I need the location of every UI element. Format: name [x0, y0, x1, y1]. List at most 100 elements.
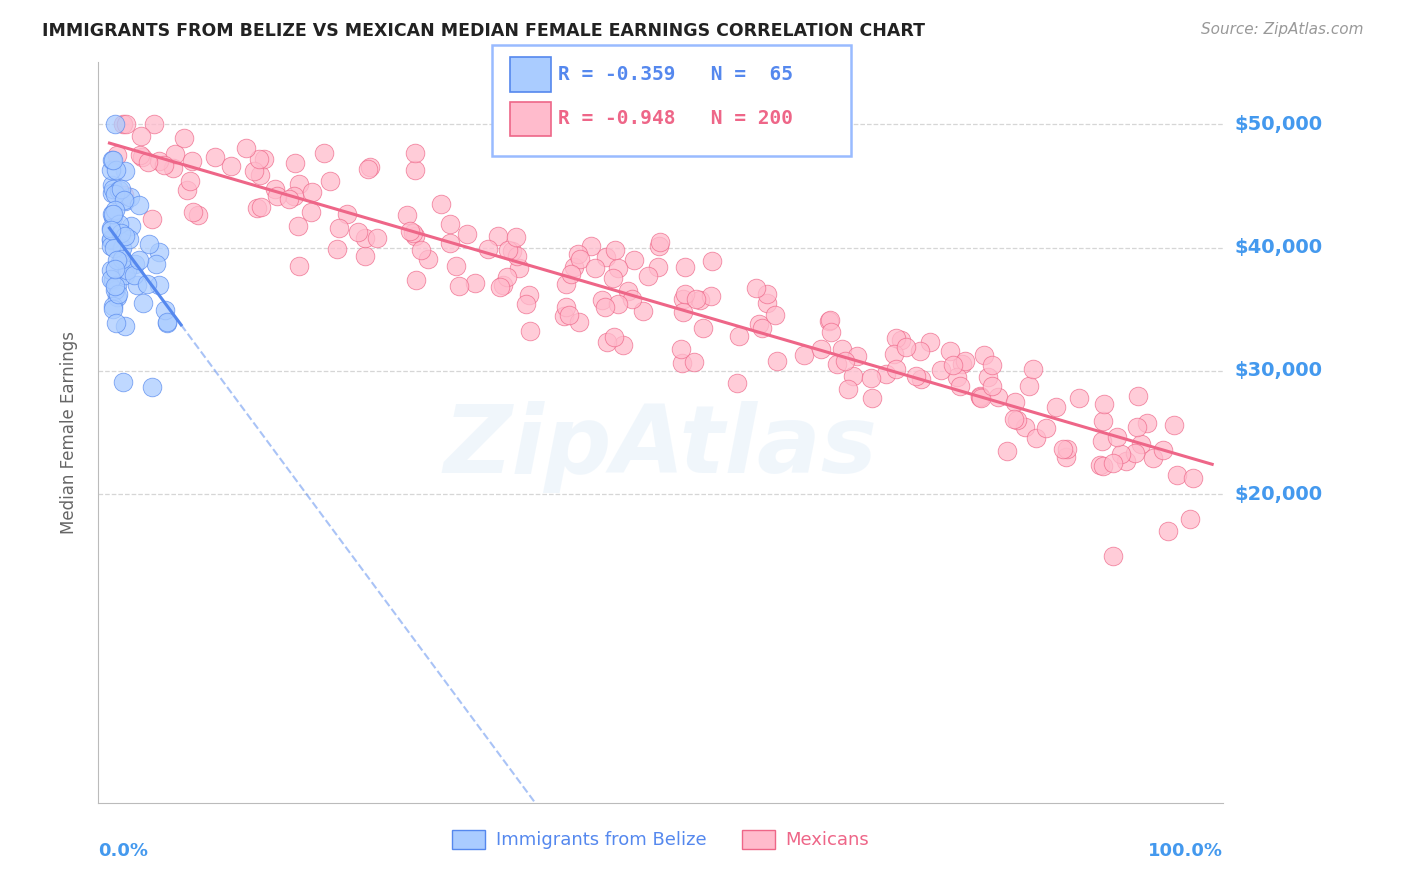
Point — [1091, 434, 1114, 448]
Point — [141, 379, 163, 393]
Point — [1126, 389, 1149, 403]
Point — [602, 330, 624, 344]
Point — [104, 283, 127, 297]
Point — [969, 389, 991, 403]
Point — [669, 342, 692, 356]
Point — [875, 367, 897, 381]
Point — [692, 320, 714, 334]
Point — [299, 205, 322, 219]
Point — [131, 150, 153, 164]
Text: ZipAtlas: ZipAtlas — [444, 401, 877, 493]
Point — [1022, 362, 1045, 376]
Point — [637, 268, 659, 283]
Point — [810, 342, 832, 356]
Point — [973, 348, 995, 362]
Point — [173, 131, 195, 145]
Point — [287, 219, 309, 233]
Point — [1111, 447, 1133, 461]
Point — [818, 314, 841, 328]
Point — [910, 371, 932, 385]
Point — [825, 357, 848, 371]
Point — [845, 349, 868, 363]
Point — [118, 190, 141, 204]
Point — [918, 334, 941, 349]
Point — [444, 260, 467, 274]
Point — [101, 299, 124, 313]
Point — [357, 161, 380, 176]
Point — [235, 141, 257, 155]
Point — [117, 263, 139, 277]
Point — [100, 238, 122, 252]
Point — [673, 286, 696, 301]
Point — [114, 318, 136, 333]
Point — [449, 279, 471, 293]
Point — [977, 369, 1000, 384]
Point — [942, 358, 965, 372]
Point — [981, 358, 1004, 372]
Point — [745, 281, 768, 295]
Point — [489, 279, 512, 293]
Text: $20,000: $20,000 — [1234, 485, 1323, 504]
Point — [105, 289, 128, 303]
Point — [101, 210, 124, 224]
Point — [606, 260, 628, 275]
Point — [135, 277, 157, 292]
Point — [756, 296, 779, 310]
Point — [287, 177, 309, 191]
Point — [101, 186, 124, 200]
Point — [1142, 451, 1164, 466]
Point — [101, 153, 124, 167]
Point — [834, 354, 856, 368]
Point — [591, 293, 613, 307]
Point — [506, 249, 529, 263]
Point — [156, 315, 179, 329]
Point — [558, 308, 581, 322]
Point — [950, 357, 973, 371]
Point — [318, 174, 340, 188]
Point — [153, 303, 176, 318]
Point — [995, 444, 1018, 458]
Point — [404, 146, 426, 161]
Point — [138, 236, 160, 251]
Point — [617, 284, 640, 298]
Point — [700, 254, 723, 268]
Point — [623, 252, 645, 267]
Point — [689, 293, 711, 307]
Point — [725, 376, 748, 390]
Point — [145, 257, 167, 271]
Point — [517, 288, 540, 302]
Point — [1025, 432, 1047, 446]
Point — [250, 200, 273, 214]
Point — [105, 148, 128, 162]
Point — [366, 231, 388, 245]
Point — [101, 207, 124, 221]
Point — [148, 154, 170, 169]
Point — [107, 183, 129, 197]
Point — [607, 297, 630, 311]
Point — [1088, 458, 1111, 473]
Point — [326, 243, 349, 257]
Point — [602, 271, 624, 285]
Point — [672, 305, 695, 319]
Point — [402, 226, 425, 240]
Point — [884, 331, 907, 345]
Point — [128, 197, 150, 211]
Point — [101, 182, 124, 196]
Point — [1018, 378, 1040, 392]
Point — [939, 344, 962, 359]
Point — [112, 193, 135, 207]
Point — [354, 249, 377, 263]
Point — [129, 148, 152, 162]
Point — [176, 183, 198, 197]
Point — [336, 207, 359, 221]
Point — [793, 348, 815, 362]
Point — [148, 245, 170, 260]
Point — [647, 260, 669, 275]
Point — [266, 189, 288, 203]
Point — [114, 268, 136, 283]
Text: R = -0.359   N =  65: R = -0.359 N = 65 — [558, 64, 793, 84]
Point — [579, 238, 602, 252]
Point — [108, 254, 131, 268]
Point — [100, 221, 122, 235]
Point — [1054, 450, 1077, 465]
